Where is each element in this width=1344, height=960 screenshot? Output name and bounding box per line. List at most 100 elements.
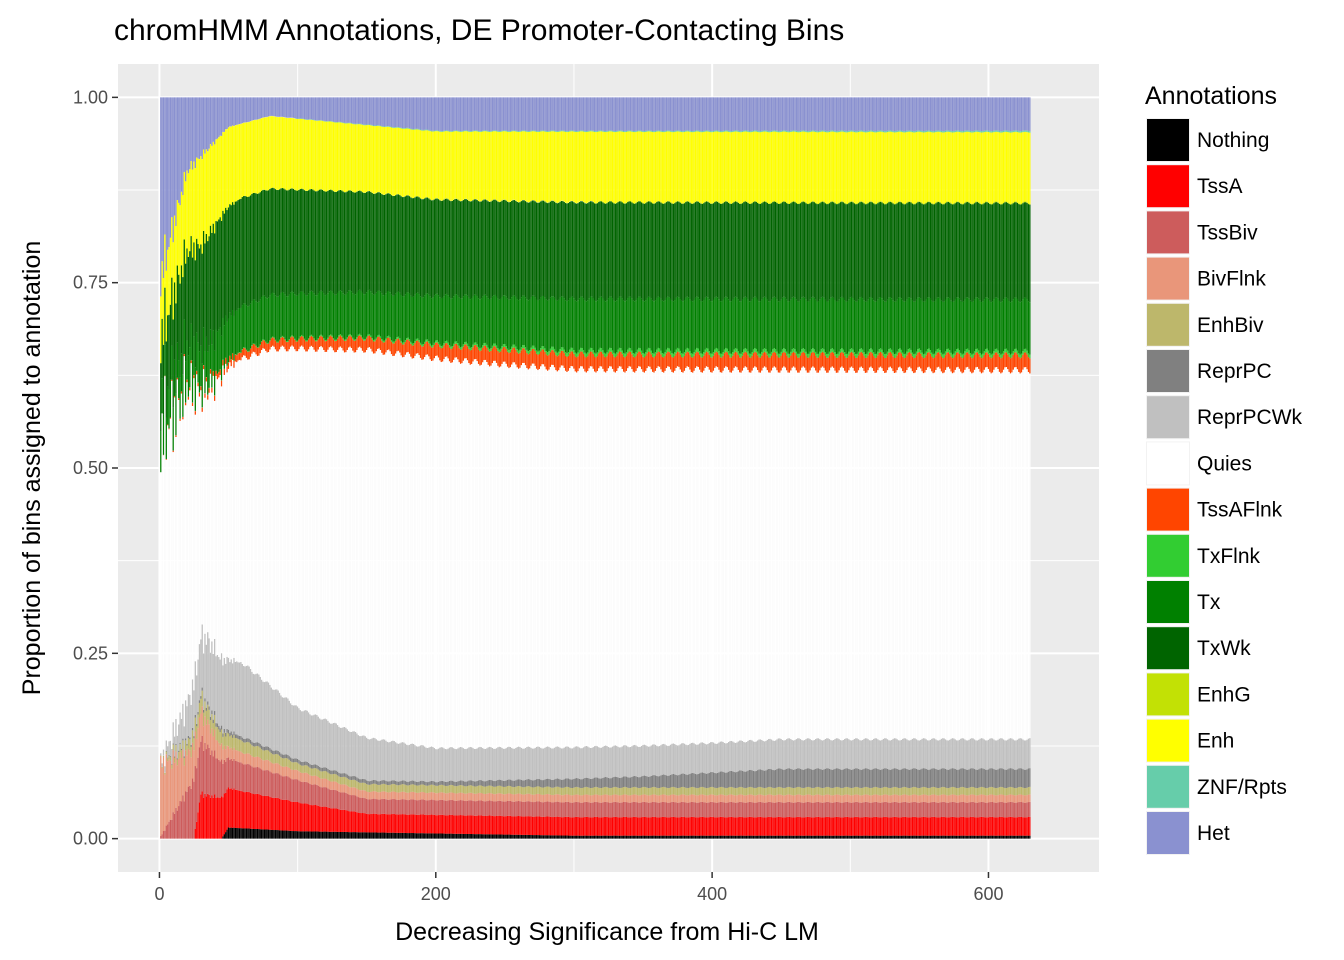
bar-segment-enhbiv xyxy=(588,787,590,796)
bar-segment-quies xyxy=(287,351,289,699)
bar-segment-reprpcwk xyxy=(627,746,629,778)
bar-segment-reprpc xyxy=(336,771,339,776)
bar-segment-reprpcwk xyxy=(259,676,261,745)
bar-segment-nothing xyxy=(285,830,288,839)
bar-segment-txwk xyxy=(458,200,460,298)
bar-segment-txwk xyxy=(531,200,534,296)
bar-segment-txwk xyxy=(522,200,524,296)
bar-segment-quies xyxy=(593,371,596,747)
bar-segment-enhbiv xyxy=(541,787,543,795)
bar-segment-reprpcwk xyxy=(245,665,248,739)
bar-segment-quies xyxy=(196,374,198,676)
bar-segment-znf-rpts xyxy=(551,130,553,132)
bar-segment-reprpc xyxy=(354,776,357,781)
bar-segment-tx xyxy=(175,393,177,436)
bar-segment-tssa xyxy=(609,817,611,836)
bar-segment-het xyxy=(331,97,333,122)
bar-segment-reprpc xyxy=(280,753,282,758)
bar-segment-tx xyxy=(266,298,268,344)
bar-segment-tssaflnk xyxy=(241,349,243,358)
bar-segment-bivflnk xyxy=(225,749,227,762)
bar-segment-quies xyxy=(270,346,272,688)
bar-segment-het xyxy=(194,97,196,169)
bar-segment-enh xyxy=(367,124,369,192)
bar-segment-nothing xyxy=(498,834,500,839)
bar-segment-tssbiv xyxy=(562,802,564,818)
bar-segment-tssa xyxy=(196,821,198,839)
bar-segment-tssa xyxy=(350,811,353,833)
bar-segment-znf-rpts xyxy=(538,130,540,132)
bar-segment-reprpc xyxy=(448,780,451,786)
bar-segment-tx xyxy=(341,291,343,336)
bar-segment-quies xyxy=(377,348,379,741)
bar-segment-znf-rpts xyxy=(446,130,448,132)
bar-segment-tssbiv xyxy=(448,800,451,816)
bar-segment-txflnk xyxy=(273,337,275,339)
bar-segment-quies xyxy=(243,355,245,667)
bar-segment-reprpc xyxy=(245,738,248,743)
bar-segment-enhbiv xyxy=(350,779,353,788)
bar-segment-tssa xyxy=(576,816,578,836)
bar-segment-reprpcwk xyxy=(584,746,586,778)
bar-segment-tssaflnk xyxy=(172,450,174,453)
bar-segment-txflnk xyxy=(616,352,618,357)
bar-segment-quies xyxy=(459,363,462,747)
bar-segment-reprpc xyxy=(466,781,469,787)
bar-segment-quies xyxy=(317,349,319,717)
bar-segment-znf-rpts xyxy=(440,131,442,132)
bar-segment-znf-rpts xyxy=(582,130,585,132)
bar-segment-tx xyxy=(209,329,212,369)
bar-segment-het xyxy=(339,97,342,122)
bar-segment-bivflnk xyxy=(345,784,347,793)
bar-segment-nothing xyxy=(520,834,523,839)
bar-segment-znf-rpts xyxy=(356,123,358,125)
bar-segment-reprpc xyxy=(558,778,560,787)
bar-segment-tx xyxy=(559,297,561,350)
bar-segment-tx xyxy=(330,290,332,335)
bar-segment-quies xyxy=(595,372,597,746)
bar-segment-nothing xyxy=(486,834,488,839)
bar-segment-enhbiv xyxy=(187,738,190,749)
bar-segment-txflnk xyxy=(412,343,415,346)
bar-segment-enhbiv xyxy=(272,754,274,764)
bar-segment-tssaflnk xyxy=(258,347,260,356)
bar-segment-nothing xyxy=(227,827,230,839)
bar-segment-enh xyxy=(383,127,386,195)
bar-segment-enhbiv xyxy=(538,786,540,795)
bar-segment-reprpc xyxy=(298,759,300,764)
bar-segment-enh xyxy=(426,130,429,198)
bar-segment-reprpc xyxy=(625,776,628,788)
bar-segment-bivflnk xyxy=(425,792,427,801)
bar-segment-nothing xyxy=(618,835,621,839)
bar-segment-reprpc xyxy=(538,779,540,787)
bar-segment-tssa xyxy=(207,793,209,839)
bar-segment-reprpcwk xyxy=(258,674,260,743)
bar-segment-bivflnk xyxy=(383,791,386,799)
bar-segment-tssa xyxy=(527,816,529,835)
bar-segment-tssbiv xyxy=(367,799,369,815)
bar-segment-quies xyxy=(553,367,556,748)
bar-segment-reprpcwk xyxy=(471,747,473,781)
bar-segment-tx xyxy=(439,297,441,345)
bar-segment-reprpc xyxy=(436,782,438,786)
bar-segment-reprpcwk xyxy=(316,714,318,765)
bar-segment-txflnk xyxy=(278,339,281,341)
bar-segment-tx xyxy=(589,296,592,348)
bar-segment-nothing xyxy=(569,835,571,839)
bar-segment-nothing xyxy=(446,833,448,839)
bar-segment-tssbiv xyxy=(399,799,401,815)
bar-segment-reprpcwk xyxy=(191,679,194,728)
bar-segment-txwk xyxy=(367,191,369,291)
bar-segment-quies xyxy=(442,361,444,748)
bar-segment-enh xyxy=(241,123,243,197)
bar-segment-reprpcwk xyxy=(385,740,387,781)
bar-segment-tssbiv xyxy=(332,789,335,809)
bar-segment-quies xyxy=(547,370,549,747)
bar-segment-reprpc xyxy=(368,781,371,785)
bar-segment-quies xyxy=(332,350,335,724)
bar-segment-txwk xyxy=(393,195,395,296)
bar-segment-nothing xyxy=(552,835,554,839)
bar-segment-tssaflnk xyxy=(574,356,576,372)
bar-segment-reprpc xyxy=(281,754,284,759)
bar-segment-nothing xyxy=(545,835,547,839)
